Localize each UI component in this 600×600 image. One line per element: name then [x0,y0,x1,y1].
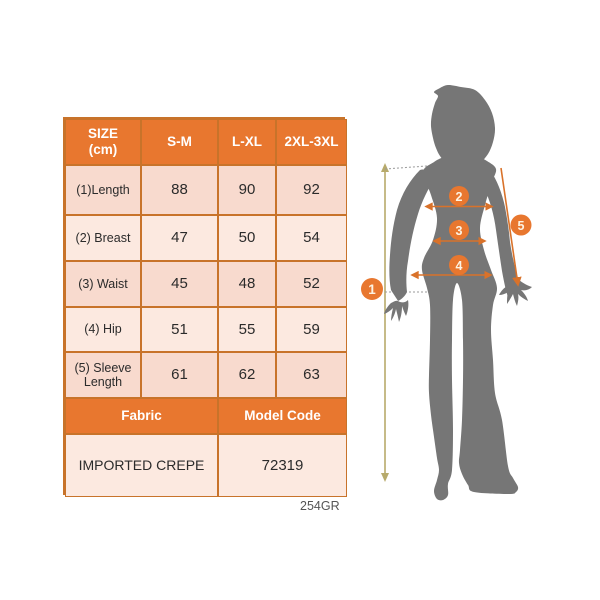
svg-text:4: 4 [456,259,463,273]
svg-text:1: 1 [368,282,376,297]
svg-text:3: 3 [456,224,463,238]
svg-text:2: 2 [456,190,463,204]
svg-text:5: 5 [518,219,525,233]
